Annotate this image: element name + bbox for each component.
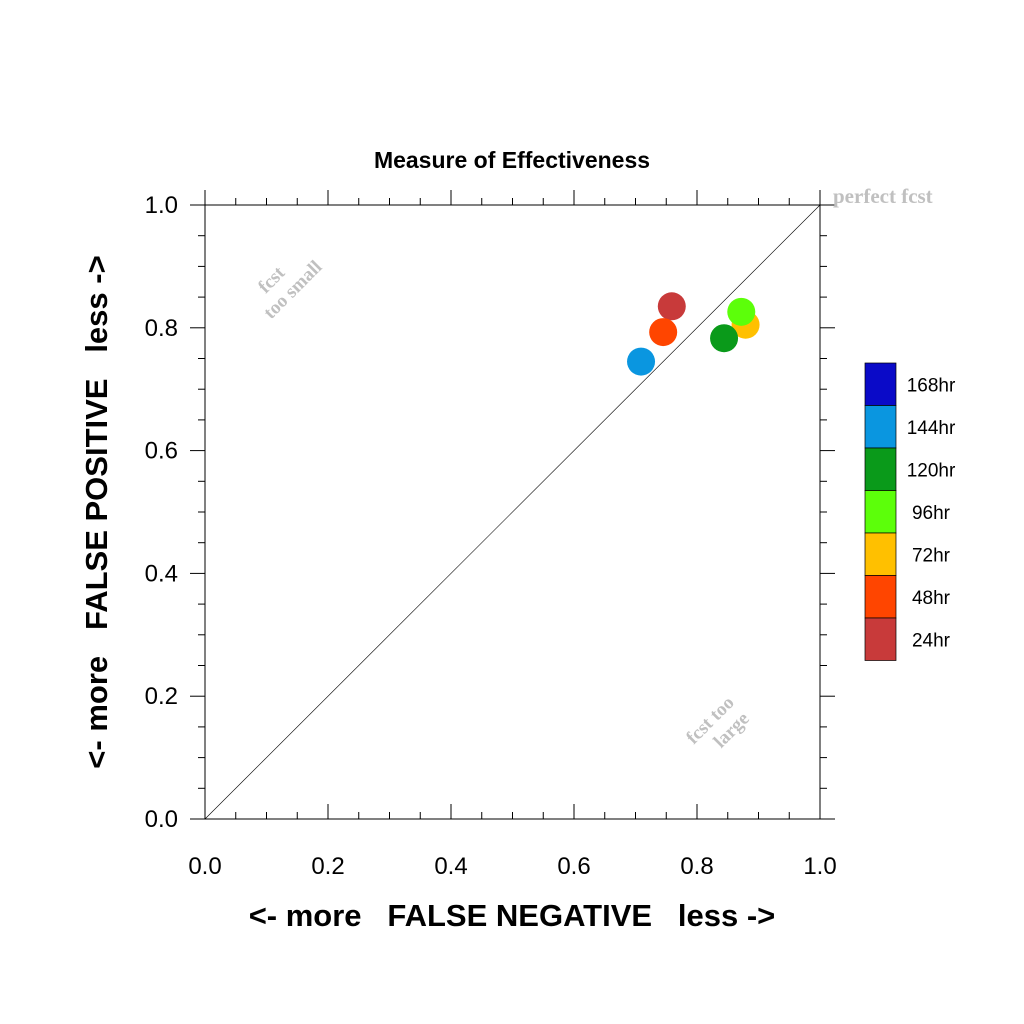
data-point-120hr bbox=[710, 324, 739, 353]
y-axis-label: <- more FALSE POSITIVE less -> bbox=[79, 255, 114, 768]
axes-layer: 0.0 0.0 0.2 0.2 0.4 0.4 0.6 0.6 0.8 0.8 1.0 1.0 bbox=[145, 190, 837, 880]
legend-swatch-144hr bbox=[864, 405, 897, 449]
y-tick-label: 0.8 bbox=[145, 315, 178, 342]
x-tick-label: 0.2 bbox=[311, 853, 344, 880]
legend-label-48hr: 48hr bbox=[912, 588, 951, 609]
legend-swatch-168hr bbox=[864, 362, 897, 406]
data-point-96hr bbox=[727, 297, 756, 326]
y-tick-label: 0.6 bbox=[145, 438, 178, 465]
data-point-24hr bbox=[657, 292, 686, 321]
x-tick-label: 1.0 bbox=[803, 853, 836, 880]
x-axis-label: <- more FALSE NEGATIVE less -> bbox=[249, 898, 776, 933]
y-tick-label: 0.0 bbox=[145, 806, 178, 833]
legend-swatch-72hr bbox=[864, 532, 897, 576]
legend-swatch-48hr bbox=[864, 575, 897, 619]
data-point-48hr bbox=[649, 318, 678, 347]
legend-swatch-120hr bbox=[864, 447, 897, 491]
y-tick-label: 1.0 bbox=[145, 192, 178, 219]
legend-swatch-24hr bbox=[864, 617, 897, 661]
legend-label-24hr: 24hr bbox=[912, 630, 951, 651]
y-tick-label: 0.4 bbox=[145, 560, 178, 587]
legend-label-72hr: 72hr bbox=[912, 545, 951, 566]
x-tick-label: 0.4 bbox=[434, 853, 467, 880]
legend-label-96hr: 96hr bbox=[912, 503, 951, 524]
legend-label-168hr: 168hr bbox=[907, 375, 956, 396]
chart-title: Measure of Effectiveness bbox=[374, 147, 650, 173]
x-tick-label: 0.0 bbox=[188, 853, 221, 880]
x-tick-label: 0.8 bbox=[680, 853, 713, 880]
points-layer bbox=[627, 292, 760, 376]
legend-label-120hr: 120hr bbox=[907, 460, 956, 481]
data-point-144hr bbox=[627, 347, 656, 376]
x-tick-label: 0.6 bbox=[557, 853, 590, 880]
legend: 168hr 144hr 120hr 96hr 72hr 48hr 24hr bbox=[864, 362, 956, 661]
legend-swatch-96hr bbox=[864, 490, 897, 534]
y-tick-label: 0.2 bbox=[145, 683, 178, 710]
legend-label-144hr: 144hr bbox=[907, 418, 956, 439]
diagonal-reference-line bbox=[204, 204, 821, 820]
perfect-forecast-annotation: perfect fcst bbox=[833, 184, 933, 208]
